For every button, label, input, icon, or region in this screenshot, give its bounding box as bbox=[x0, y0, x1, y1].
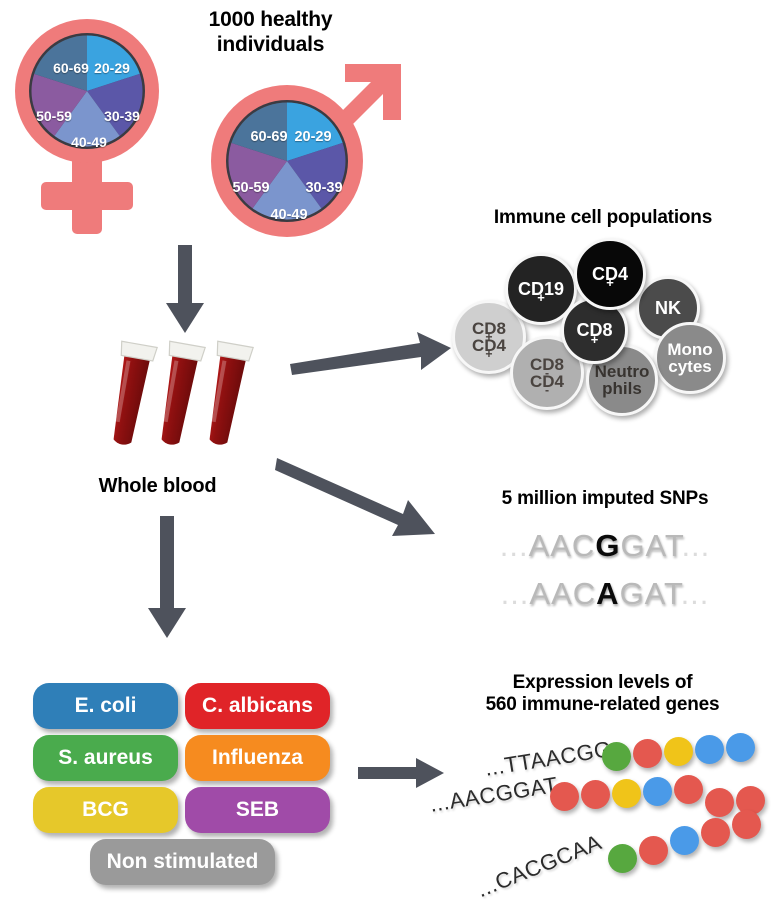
pie-slice-20-29 bbox=[87, 35, 140, 91]
pie-slice-30-39 bbox=[287, 142, 346, 209]
strand-1-bead-2 bbox=[633, 739, 662, 768]
arrow-blood-to-snps bbox=[275, 452, 440, 542]
snp-base-segment: ... bbox=[680, 576, 710, 611]
expression-title-line-2: 560 immune-related genes bbox=[485, 694, 720, 716]
snp-base-segment: GAT bbox=[620, 528, 682, 563]
immune-cell-label: CD8- bbox=[529, 354, 564, 380]
strand-2-bead-2 bbox=[581, 780, 610, 809]
blood-tubes bbox=[98, 338, 263, 470]
snp-base-segment: G bbox=[595, 528, 621, 563]
immune-cell-cd19[interactable]: CD19 + bbox=[505, 253, 577, 325]
stimulus-label: Non stimulated bbox=[106, 850, 259, 873]
snp-sequence-group: ...AACGGAT... ...AACAGAT... bbox=[455, 528, 755, 618]
stimulus-label: C. albicans bbox=[202, 694, 313, 717]
pie-slice-60-69 bbox=[231, 102, 287, 161]
snp-base-segment: A bbox=[596, 576, 620, 611]
pie-slice-60-69 bbox=[34, 35, 87, 91]
female-symbol: 60-69 20-29 30-39 40-49 50-59 bbox=[8, 14, 168, 244]
immune-cell-label: CD4- bbox=[529, 372, 564, 398]
stimuli-group: E. coli C. albicans S. aureus Influenza BCG S… bbox=[33, 683, 338, 895]
strand-2-bead-6 bbox=[705, 788, 734, 817]
strand-3-sequence: ...CACGCAA bbox=[473, 829, 606, 903]
immune-cell-label: CD8 + bbox=[471, 318, 506, 344]
immune-cell-label: CD4 + bbox=[591, 263, 628, 291]
pie-slice-30-39 bbox=[87, 73, 143, 136]
pie-slice-40-49 bbox=[54, 91, 120, 147]
immune-cell-label: NK bbox=[655, 297, 681, 318]
page-title: 1000 healthy individuals bbox=[168, 8, 373, 58]
immune-cell-label: Neutro bbox=[594, 361, 650, 381]
expression-strand-group: ...TTAACGG ...AACGGAT ...CACGCAA bbox=[428, 730, 771, 910]
age-distribution-pie-male bbox=[228, 102, 346, 220]
age-distribution-pie-female bbox=[31, 35, 143, 147]
stimulus-label: E. coli bbox=[74, 694, 137, 717]
strand-1-bead-4 bbox=[695, 735, 724, 764]
stimulus-c-albicans[interactable]: C. albicans bbox=[185, 683, 330, 729]
stimulus-label: Influenza bbox=[211, 746, 303, 769]
blood-tube-2 bbox=[161, 340, 206, 445]
stimulus-influenza[interactable]: Influenza bbox=[185, 735, 330, 781]
arrow-blood-to-stimuli bbox=[146, 516, 188, 640]
stimulus-non-stimulated[interactable]: Non stimulated bbox=[90, 839, 275, 885]
title-line-1: 1000 healthy bbox=[208, 8, 333, 31]
stimulus-label: S. aureus bbox=[58, 746, 153, 769]
stimulus-seb[interactable]: SEB bbox=[185, 787, 330, 833]
strand-3-bead-4 bbox=[701, 818, 730, 847]
expression-title: Expression levels of 560 immune-related … bbox=[440, 672, 765, 717]
pie-slice-20-29 bbox=[287, 102, 343, 161]
immune-cell-cd8-cd4[interactable]: CD8- CD4- bbox=[510, 336, 584, 410]
stimulus-label: SEB bbox=[235, 798, 280, 821]
blood-tube-3 bbox=[209, 340, 254, 445]
immune-cell-label: phils bbox=[602, 379, 642, 398]
snp-base-segment: AAC bbox=[528, 528, 596, 563]
immune-cell-label: CD4 + bbox=[471, 336, 506, 362]
snp-base-segment: AAC bbox=[529, 576, 597, 611]
immune-cell-label: CD8 + bbox=[576, 320, 613, 347]
pie-slice-50-59 bbox=[31, 73, 88, 136]
snp-base-segment: ... bbox=[500, 576, 530, 611]
whole-blood-label: Whole blood bbox=[98, 475, 217, 497]
strand-2-bead-5 bbox=[674, 775, 703, 804]
strand-3-bead-5 bbox=[732, 810, 761, 839]
strand-1-bead-5 bbox=[726, 733, 755, 762]
arrow-stimuli-to-expression bbox=[358, 756, 446, 790]
immune-cell-monocytes[interactable]: Mono cytes bbox=[654, 322, 726, 394]
immune-cell-populations-title: Immune cell populations bbox=[493, 207, 713, 228]
blood-tube-1 bbox=[113, 340, 158, 445]
snp-base-segment: ... bbox=[681, 528, 711, 563]
strand-2-bead-3 bbox=[612, 779, 641, 808]
immune-cell-cd4[interactable]: CD4 + bbox=[574, 238, 646, 310]
strand-1-bead-1 bbox=[602, 742, 631, 771]
snp-sequence-bottom: ...AACAGAT... bbox=[455, 576, 755, 612]
female-symbol-crossbar bbox=[41, 182, 133, 210]
immune-cell-population-group: CD8 + CD4 + CD19 + CD4 + NK CD8 + CD8- CD4- Mono cytes… bbox=[448, 238, 758, 423]
strand-1-bead-3 bbox=[664, 737, 693, 766]
immune-cell-label: cytes bbox=[668, 357, 712, 376]
expression-title-line-1: Expression levels of bbox=[512, 672, 693, 693]
male-symbol: 60-69 20-29 30-39 40-49 50-59 bbox=[205, 60, 410, 250]
strand-3-bead-1 bbox=[608, 844, 637, 873]
strand-3-bead-3 bbox=[670, 826, 699, 855]
stimulus-label: BCG bbox=[82, 798, 129, 821]
strand-3-bead-2 bbox=[639, 836, 668, 865]
snp-sequence-top: ...AACGGAT... bbox=[455, 528, 755, 564]
stimulus-s-aureus[interactable]: S. aureus bbox=[33, 735, 178, 781]
immune-cell-label: CD19 + bbox=[517, 278, 565, 306]
snp-base-segment: ... bbox=[499, 528, 529, 563]
title-line-2: individuals bbox=[216, 32, 325, 56]
stimulus-e-coli[interactable]: E. coli bbox=[33, 683, 178, 729]
arrow-cohort-to-blood bbox=[164, 245, 206, 335]
snp-base-segment: GAT bbox=[619, 576, 681, 611]
pie-slice-50-59 bbox=[228, 142, 287, 209]
immune-cell-label: Mono bbox=[667, 339, 713, 359]
strand-2-bead-1 bbox=[550, 782, 579, 811]
arrow-blood-to-immune-cells bbox=[288, 330, 453, 380]
pie-slice-40-49 bbox=[252, 161, 322, 220]
stimulus-bcg[interactable]: BCG bbox=[33, 787, 178, 833]
snps-title: 5 million imputed SNPs bbox=[501, 488, 709, 509]
strand-2-bead-4 bbox=[643, 777, 672, 806]
